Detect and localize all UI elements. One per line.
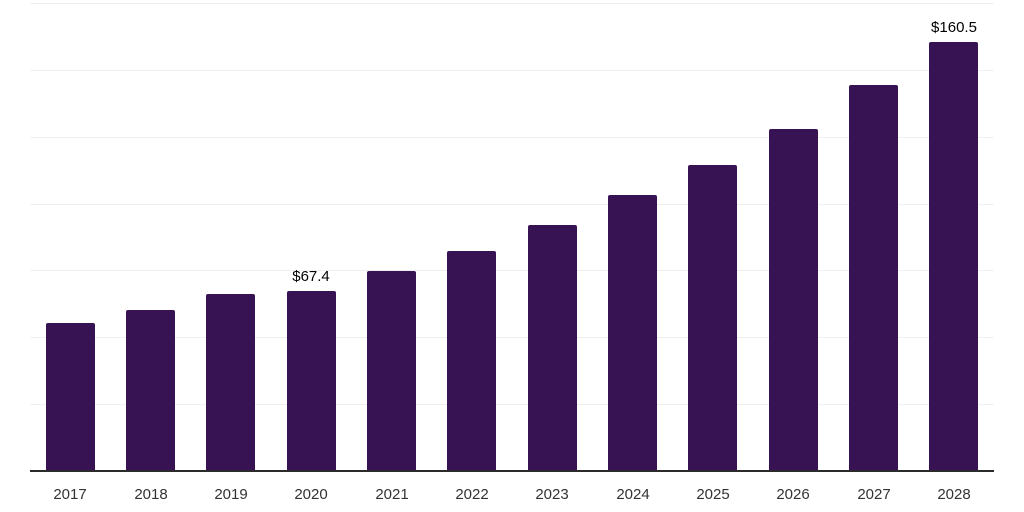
x-tick-2028: 2028 [937, 486, 971, 503]
gridline [30, 3, 994, 4]
x-tick-2023: 2023 [535, 486, 569, 503]
gridline [30, 404, 994, 405]
x-tick-2024: 2024 [616, 486, 650, 503]
gridline [30, 204, 994, 205]
bar-2020 [287, 291, 336, 471]
gridline [30, 70, 994, 71]
bar-2022 [447, 251, 496, 471]
bar-2027 [849, 85, 898, 471]
bar-2025 [688, 165, 737, 471]
x-tick-2025: 2025 [696, 486, 730, 503]
value-label-2028: $160.5 [931, 19, 977, 36]
x-tick-2018: 2018 [134, 486, 168, 503]
x-tick-2022: 2022 [455, 486, 489, 503]
x-tick-2027: 2027 [857, 486, 891, 503]
value-label-2020: $67.4 [292, 268, 330, 285]
x-tick-2019: 2019 [214, 486, 248, 503]
x-tick-2021: 2021 [375, 486, 409, 503]
gridline [30, 270, 994, 271]
bar-2017 [46, 323, 95, 471]
bar-2023 [528, 225, 577, 471]
x-axis-line [30, 470, 994, 472]
bar-2026 [769, 129, 818, 471]
x-tick-2026: 2026 [776, 486, 810, 503]
x-tick-2017: 2017 [53, 486, 87, 503]
gridline [30, 137, 994, 138]
bar-2028 [929, 42, 978, 471]
bar-2019 [206, 294, 255, 471]
bar-2024 [608, 195, 657, 471]
bar-2018 [126, 310, 175, 471]
x-tick-2020: 2020 [294, 486, 328, 503]
gridline [30, 337, 994, 338]
bar-2021 [367, 271, 416, 471]
